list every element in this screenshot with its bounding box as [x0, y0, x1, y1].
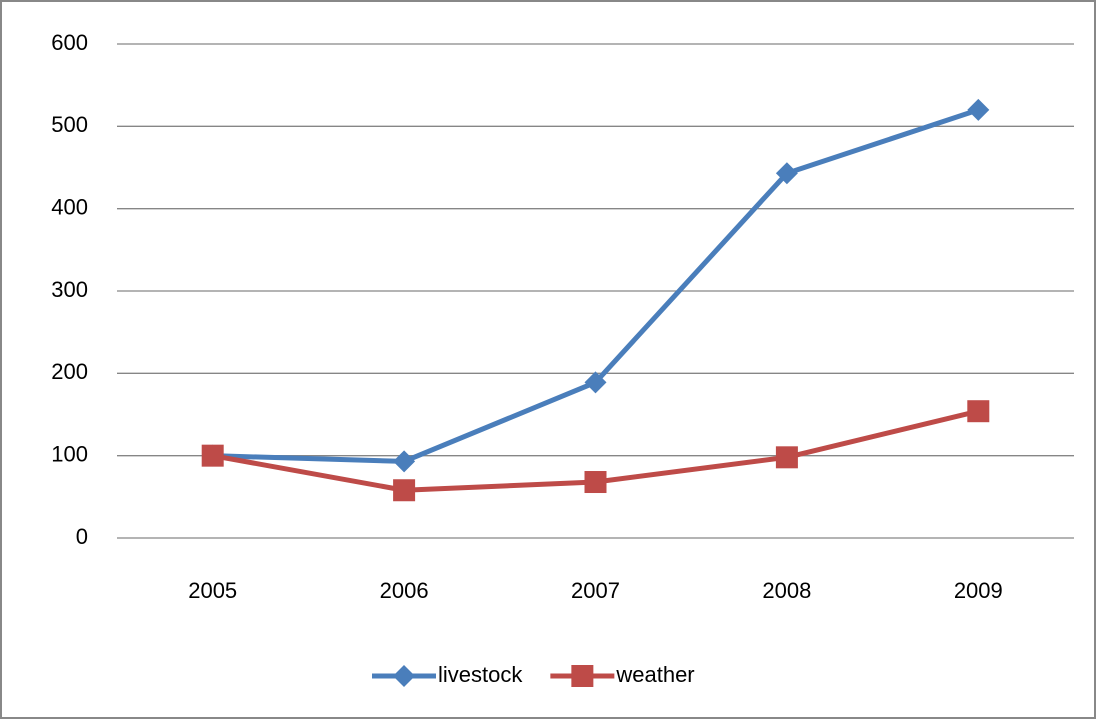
y-tick-label: 400 — [51, 194, 88, 219]
point-marker — [393, 479, 416, 502]
legend-marker — [393, 665, 415, 687]
point-marker — [775, 162, 798, 185]
x-tick-label: 2009 — [954, 578, 1003, 603]
x-tick-label: 2005 — [188, 578, 237, 603]
y-tick-label: 200 — [51, 359, 88, 384]
point-marker — [584, 371, 607, 394]
y-tick-label: 500 — [51, 112, 88, 137]
point-marker — [775, 446, 798, 469]
point-marker — [393, 450, 416, 473]
y-tick-label: 600 — [51, 30, 88, 55]
legend-label: weather — [615, 662, 694, 687]
point-marker — [584, 471, 607, 494]
y-tick-label: 0 — [76, 524, 88, 549]
point-marker — [967, 98, 990, 121]
legend-label: livestock — [438, 662, 523, 687]
y-tick-label: 300 — [51, 277, 88, 302]
x-tick-label: 2006 — [380, 578, 429, 603]
x-tick-label: 2007 — [571, 578, 620, 603]
point-marker — [201, 444, 224, 467]
legend-marker — [571, 665, 594, 687]
x-tick-label: 2008 — [762, 578, 811, 603]
y-tick-label: 100 — [51, 441, 88, 466]
point-marker — [967, 400, 990, 423]
